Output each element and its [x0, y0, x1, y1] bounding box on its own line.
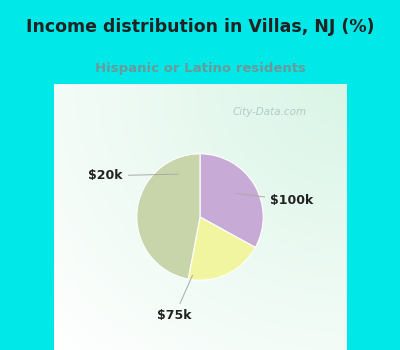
Text: City-Data.com: City-Data.com: [233, 107, 307, 117]
Text: Hispanic or Latino residents: Hispanic or Latino residents: [94, 62, 306, 75]
Text: $75k: $75k: [158, 275, 192, 322]
Wedge shape: [188, 217, 255, 280]
Text: $20k: $20k: [88, 169, 178, 182]
Wedge shape: [137, 154, 200, 279]
Wedge shape: [200, 154, 263, 247]
Text: $100k: $100k: [236, 193, 313, 207]
Text: Income distribution in Villas, NJ (%): Income distribution in Villas, NJ (%): [26, 18, 374, 36]
